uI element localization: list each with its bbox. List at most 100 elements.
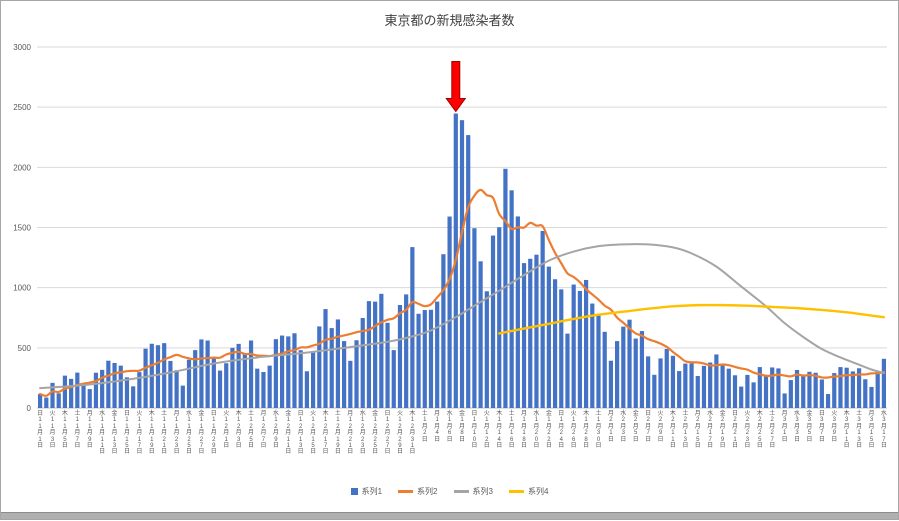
bar [863, 379, 868, 408]
bar [62, 375, 68, 408]
bar [571, 284, 576, 408]
bar [819, 379, 824, 408]
bar [310, 352, 316, 408]
bar [131, 386, 136, 408]
bar [93, 372, 99, 408]
legend-label: 系列1 [361, 487, 383, 496]
y-axis-tick-label: 3000 [13, 43, 31, 52]
bar [559, 289, 564, 408]
line-series2 [39, 188, 885, 397]
legend-bar-marker [350, 488, 358, 495]
bar [677, 371, 682, 408]
bar [695, 375, 700, 408]
bar [69, 378, 74, 408]
bar [658, 358, 663, 408]
bar [56, 393, 61, 408]
bar [788, 380, 793, 408]
bar [298, 350, 303, 408]
bar [118, 365, 123, 408]
bar [739, 386, 744, 408]
bar [459, 120, 465, 409]
bar [726, 368, 731, 408]
bar [701, 365, 707, 408]
bar [286, 336, 291, 408]
bar [447, 216, 452, 408]
bar [106, 360, 111, 408]
bar [807, 371, 812, 408]
bar [329, 328, 334, 408]
bar [484, 291, 489, 408]
bar [428, 309, 434, 408]
chart-legend: 系列1 系列2 系列3 系列4 [1, 486, 898, 497]
bar [794, 369, 800, 408]
bar [869, 386, 874, 408]
legend-item-series4: 系列4 [508, 486, 549, 497]
bar [441, 254, 446, 408]
legend-label: 系列4 [527, 487, 549, 496]
bar [174, 370, 179, 408]
bar [137, 372, 142, 408]
bar [521, 263, 527, 408]
bar [435, 301, 440, 408]
bar [552, 279, 558, 408]
y-axis-tick-label: 1000 [13, 284, 31, 293]
bar [528, 258, 533, 408]
bar [267, 365, 272, 408]
bar [652, 374, 657, 408]
legend-label: 系列3 [472, 487, 493, 496]
bar [472, 228, 477, 408]
bar [366, 301, 372, 408]
bar [503, 168, 508, 408]
bar [242, 353, 247, 408]
bar [732, 375, 738, 408]
bar [478, 261, 483, 408]
bar [304, 371, 309, 408]
bar [44, 397, 49, 408]
bar [124, 377, 130, 408]
bar [342, 341, 347, 408]
bar [534, 254, 539, 408]
bar [763, 375, 769, 408]
bar [38, 394, 43, 408]
bar [193, 350, 198, 408]
bar [273, 339, 278, 408]
bar [813, 372, 818, 408]
line-series3 [39, 243, 885, 390]
bar [490, 235, 496, 408]
legend-item-series3: 系列3 [453, 486, 493, 497]
bar [639, 331, 645, 408]
legend-item-series1: 系列1 [350, 486, 383, 497]
bar [211, 357, 216, 408]
bar [354, 340, 359, 408]
legend-line-marker [453, 490, 469, 493]
bar [466, 135, 471, 409]
bar [540, 230, 545, 408]
bar [217, 370, 223, 408]
bar [683, 363, 688, 408]
bar [497, 227, 502, 408]
bar [565, 333, 570, 408]
bar [757, 367, 762, 408]
y-axis-tick-label: 2500 [13, 103, 31, 112]
bar [75, 372, 80, 408]
bar [143, 348, 148, 408]
window-edge [1, 512, 898, 519]
bar [317, 326, 322, 408]
bar [745, 374, 750, 408]
bar [825, 394, 831, 408]
bar [844, 367, 849, 408]
bar [397, 304, 403, 408]
bar [801, 374, 806, 408]
bar [515, 216, 520, 408]
peak-arrow-annotation [445, 61, 467, 113]
bar [627, 319, 632, 408]
bar [391, 350, 396, 408]
bar [838, 367, 843, 408]
bar [199, 339, 204, 408]
y-axis-tick-label: 500 [18, 344, 32, 353]
y-axis-tick-label: 1500 [13, 224, 31, 233]
bar [770, 367, 775, 408]
bar [856, 368, 862, 408]
bar [602, 331, 607, 408]
